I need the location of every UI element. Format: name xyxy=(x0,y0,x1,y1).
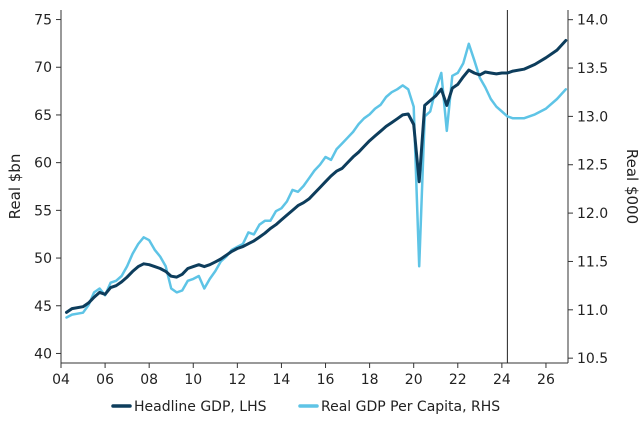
x-tick-label: 06 xyxy=(96,372,114,388)
tick-labels: 04 06 08 10 12 14 16 18 20 22 24 26 40 45 50 55 60 65 70 75… xyxy=(34,13,608,388)
y-tick-label-left: 55 xyxy=(34,203,52,219)
x-tick-label: 24 xyxy=(493,372,511,388)
x-tick-label: 16 xyxy=(317,372,335,388)
chart-axes xyxy=(56,10,573,368)
y-tick-label-left: 70 xyxy=(34,60,52,76)
y-tick-label-left: 60 xyxy=(34,156,52,172)
y-tick-label-left: 65 xyxy=(34,108,52,124)
y-tick-label-right: 12.0 xyxy=(577,206,608,222)
y-tick-label-right: 12.5 xyxy=(577,158,608,174)
y-axis-title-right: Real $000 xyxy=(623,149,641,224)
x-tick-label: 12 xyxy=(228,372,246,388)
series-line-real-gdp-per-capita xyxy=(65,42,568,319)
x-tick-label: 20 xyxy=(405,372,423,388)
y-tick-label-right: 13.0 xyxy=(577,109,608,125)
y-tick-label-right: 10.5 xyxy=(577,351,608,367)
legend: Headline GDP, LHS Real GDP Per Capita, RH… xyxy=(111,399,500,415)
y-tick-label-right: 14.0 xyxy=(577,13,608,29)
y-axis-title-left: Real $bn xyxy=(6,154,24,220)
legend-item-headline-gdp-label: Headline GDP, LHS xyxy=(134,399,267,415)
legend-item-real-gdp-per-capita-label: Real GDP Per Capita, RHS xyxy=(321,399,500,415)
y-tick-label-left: 50 xyxy=(34,251,52,267)
x-tick-label: 22 xyxy=(449,372,467,388)
x-tick-label: 10 xyxy=(184,372,202,388)
x-tick-label: 14 xyxy=(273,372,291,388)
x-tick-label: 18 xyxy=(361,372,379,388)
y-tick-label-right: 13.5 xyxy=(577,61,608,77)
x-tick-label: 08 xyxy=(140,372,158,388)
y-tick-label-left: 75 xyxy=(34,13,52,29)
y-tick-label-right: 11.5 xyxy=(577,254,608,270)
series-line-headline-gdp xyxy=(65,39,568,314)
x-tick-label: 26 xyxy=(537,372,555,388)
y-tick-label-right: 11.0 xyxy=(577,303,608,319)
y-tick-label-left: 40 xyxy=(34,346,52,362)
y-tick-label-left: 45 xyxy=(34,299,52,315)
series-lines xyxy=(65,39,568,319)
x-tick-label: 04 xyxy=(52,372,70,388)
